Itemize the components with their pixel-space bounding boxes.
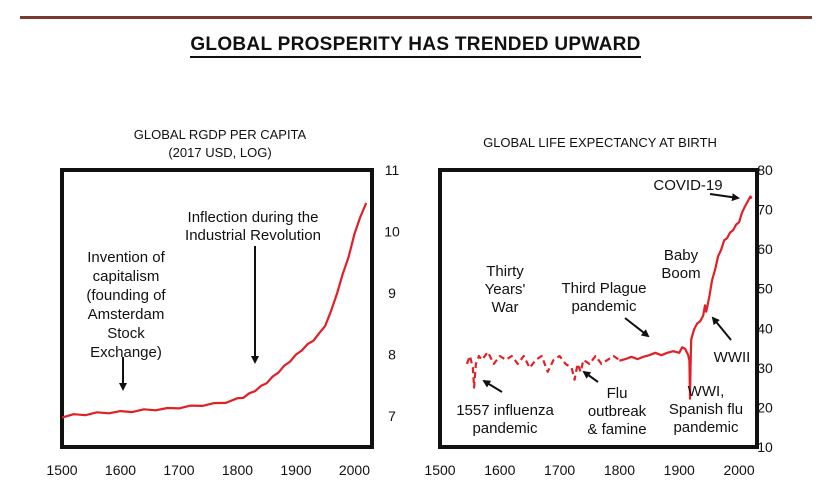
annotation-industrial-line: Industrial Revolution [185,227,321,244]
annotation-third-plague-line: pandemic [571,298,637,315]
annotation-capitalism: Invention of capitalism (founding of Amster… [86,249,166,361]
annotation-wwii: WWII [714,349,751,366]
annotation-1557-influenza-line: pandemic [472,420,538,437]
annotation-1557-influenza-line: 1557 influenza [456,402,554,419]
annotation-thirty-years-war-line: Thirty [486,263,524,280]
y-tick-label: 11 [385,162,400,178]
y-tick-label: 70 [757,202,773,218]
annotation-wwii-line: WWII [714,349,751,366]
annotation-thirty-years-war-line: Years' [485,281,526,298]
x-tick-label: 1500 [46,462,77,478]
annotation-thirty-years-war-line: War [492,299,519,316]
annotation-wwi-line: pandemic [673,419,739,436]
annotation-capitalism-line: Stock [107,325,145,342]
arrow-covid [709,193,740,202]
x-tick-label: 1900 [664,462,695,478]
x-tick-label: 1700 [544,462,575,478]
series-line-1 [619,195,753,400]
y-tick-label: 10 [384,224,400,240]
annotation-wwi: WWI, Spanish flu pandemic [669,383,743,436]
annotation-covid-line: COVID-19 [653,177,722,194]
annotation-capitalism-line: Amsterdam [88,306,165,323]
annotation-flu-famine-line: outbreak [588,403,647,420]
annotation-baby-boom-line: Baby [664,247,699,264]
annotation-baby-boom-line: Boom [661,265,700,282]
x-tick-label: 1600 [484,462,515,478]
series-line-0 [61,202,368,419]
x-tick-label: 2000 [339,462,370,478]
annotation-third-plague: Third Plague pandemic [561,280,646,315]
annotation-capitalism-line: Exchange) [90,344,162,361]
life-chart-title: GLOBAL LIFE EXPECTANCY AT BIRTH [440,134,760,152]
annotation-flu-famine-line: & famine [587,421,646,438]
y-tick-label: 8 [388,347,396,363]
y-tick-label: 60 [757,241,773,257]
arrow-flu-famine [582,370,599,383]
x-tick-label: 1600 [105,462,136,478]
annotation-flu-famine-line: Flu [607,385,628,402]
x-tick-label: 1800 [604,462,635,478]
y-tick-label: 50 [757,281,773,297]
y-tick-label: 7 [388,408,396,424]
x-tick-label: 1500 [424,462,455,478]
plot-frame [438,168,759,449]
y-tick-label: 80 [757,162,773,178]
annotation-thirty-years-war: Thirty Years' War [485,263,526,316]
annotation-flu-famine: Flu outbreak & famine [587,385,646,438]
life-title-line1: GLOBAL LIFE EXPECTANCY AT BIRTH [483,135,717,150]
annotation-capitalism-line: Invention of [87,249,165,266]
arrow-wwii [711,316,732,341]
y-tick-label: 40 [757,320,773,336]
gdp-chart-title: GLOBAL RGDP PER CAPITA (2017 USD, LOG) [80,126,360,162]
annotation-1557-influenza: 1557 influenza pandemic [456,402,554,437]
annotation-baby-boom: Baby Boom [661,247,700,282]
y-tick-label: 30 [757,360,773,376]
annotation-industrial-line: Inflection during the [188,209,319,226]
plot-frame [60,168,374,449]
top-rule [20,16,812,19]
annotation-wwi-line: Spanish flu [669,401,743,418]
annotation-third-plague-line: Third Plague [561,280,646,297]
arrow-1557-influenza [482,379,503,393]
x-tick-label: 2000 [723,462,754,478]
annotation-capitalism-line: (founding of [86,287,166,304]
arrow-third-plague [624,317,650,338]
annotation-industrial: Inflection during the Industrial Revoluti… [185,209,321,244]
annotation-capitalism-line: capitalism [93,268,160,285]
annotation-covid: COVID-19 [653,177,722,194]
x-tick-label: 1800 [222,462,253,478]
y-tick-label: 20 [757,399,773,415]
series-line-0 [465,350,621,389]
gdp-title-line1: GLOBAL RGDP PER CAPITA [133,127,307,142]
page-title: GLOBAL PROSPERITY HAS TRENDED UPWARD [0,34,831,58]
y-tick-label: 10 [757,439,773,455]
annotation-wwi-line: WWI, [688,383,725,400]
gdp-chart: 1500 1600 1700 1800 1900 2000 7 8 9 10 11 Invention… [46,162,400,478]
x-tick-label: 1900 [280,462,311,478]
y-tick-label: 9 [388,285,396,301]
gdp-title-line2: (2017 USD, LOG) [168,145,272,160]
x-tick-label: 1700 [163,462,194,478]
